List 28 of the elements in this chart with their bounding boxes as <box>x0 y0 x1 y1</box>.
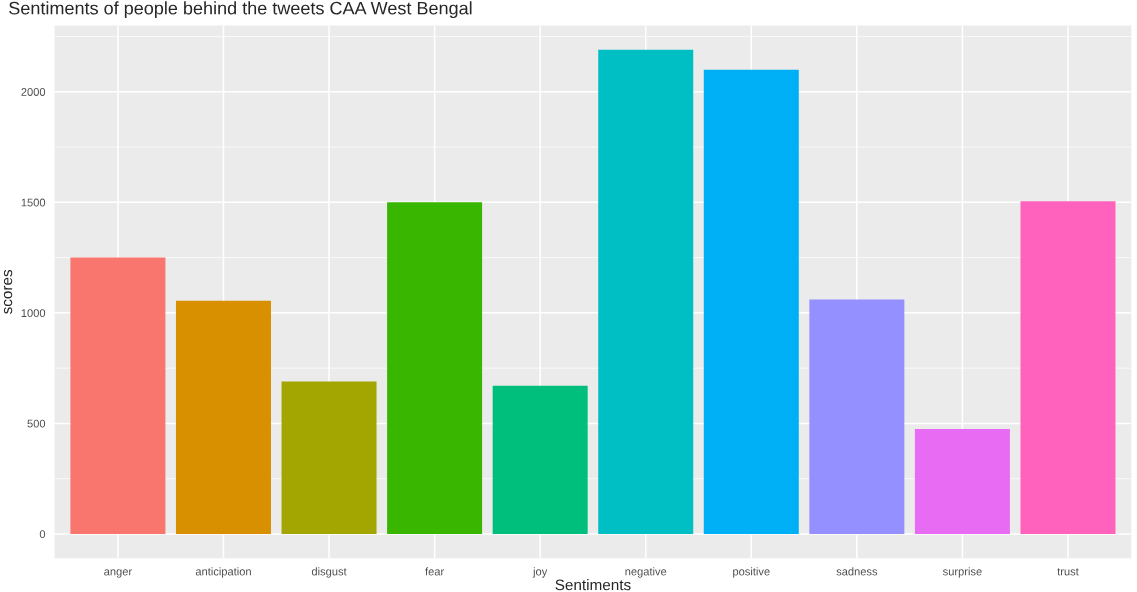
bar <box>914 428 1010 534</box>
chart-title: Sentiments of people behind the tweets CAA West Bengal <box>9 1 472 19</box>
bar <box>70 257 166 534</box>
x-tick-label: surprise <box>942 567 982 578</box>
bar <box>598 49 694 534</box>
x-tick-label: disgust <box>311 567 347 578</box>
x-tick-label: anticipation <box>195 567 251 578</box>
bar <box>387 202 483 534</box>
x-tick-label: trust <box>1057 568 1079 576</box>
y-tick-label: 1500 <box>21 198 46 207</box>
y-tick-label: 1000 <box>21 309 46 317</box>
y-axis-title: scores <box>3 269 13 314</box>
bar <box>281 381 377 534</box>
bar <box>175 300 271 534</box>
bar <box>809 299 905 534</box>
x-tick-label: positive <box>733 567 770 578</box>
bar <box>703 69 799 534</box>
x-tick-label: anger <box>104 569 132 578</box>
x-tick-label: negative <box>625 567 667 578</box>
bar <box>1020 201 1116 534</box>
x-tick-label: fear <box>425 567 444 576</box>
y-tick-label: 0 <box>39 530 46 539</box>
y-tick-label: 2000 <box>21 88 46 96</box>
x-axis-title: Sentiments <box>555 579 631 591</box>
y-tick-label: 500 <box>27 419 46 428</box>
x-tick-label: joy <box>532 567 548 578</box>
bar <box>492 385 588 534</box>
x-tick-label: sadness <box>836 567 878 576</box>
